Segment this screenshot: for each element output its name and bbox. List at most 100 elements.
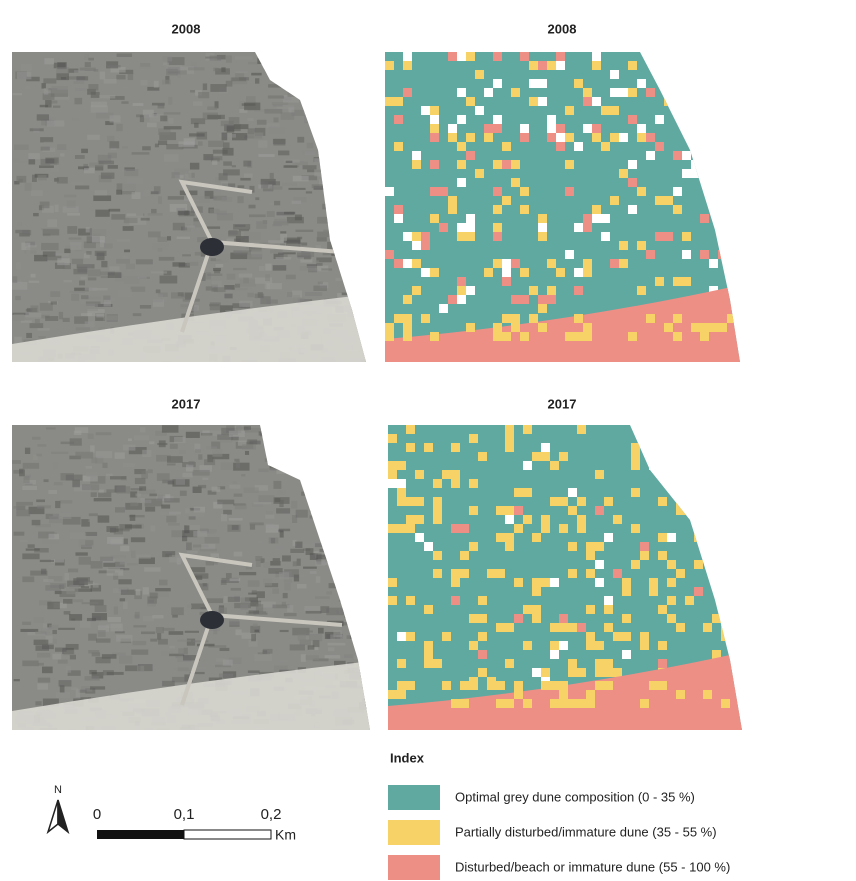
photo-texture [164,154,179,162]
map-cell [466,223,475,232]
photo-texture [315,543,328,547]
map-cell [550,699,559,708]
photo-texture [349,85,358,88]
photo-texture [328,180,340,184]
map-cell [550,461,559,470]
map-cell [622,587,631,596]
photo-texture [344,511,350,515]
photo-texture [310,65,317,68]
photo-texture [342,593,348,598]
photo-texture [206,447,217,450]
map-cell [451,443,460,452]
photo-texture [347,504,356,509]
map-cell [532,605,541,614]
photo-texture [40,560,54,562]
photo-texture [122,146,128,148]
photo-texture [263,579,272,586]
photo-texture [251,73,261,76]
photo-texture [361,630,372,636]
photo-texture [360,300,374,308]
photo-texture [110,476,126,479]
photo-texture [310,571,317,574]
map-cell [559,524,568,533]
photo-texture [229,518,243,520]
photo-texture [66,666,71,672]
map-cell [691,115,700,124]
map-cell [595,560,604,569]
map-cell [628,332,637,341]
photo-texture [66,588,78,595]
map-cell [388,479,397,488]
photo-texture [116,486,130,493]
map-cell [415,515,424,524]
photo-texture [326,591,332,594]
photo-texture [366,115,374,122]
photo-texture [157,473,170,481]
photo-texture [310,109,327,113]
photo-texture [364,87,377,92]
photo-texture [95,251,107,256]
photo-texture [294,575,299,582]
map-cell [394,115,403,124]
map-cell [415,533,424,542]
photo-texture [359,584,373,590]
map-cell [700,332,709,341]
map-cell [703,623,712,632]
map-cell [568,659,577,668]
photo-texture [85,676,100,680]
map-cell [412,259,421,268]
map-cell [559,614,568,623]
map-cell [505,623,514,632]
map-cell [478,596,487,605]
photo-texture [202,478,208,480]
photo-texture [237,196,243,203]
map-cell [511,314,520,323]
map-cell [640,632,649,641]
photo-texture [186,464,193,471]
photo-texture [331,226,340,232]
photo-texture [75,427,88,433]
photo-texture [284,165,298,168]
photo-texture [287,605,293,612]
map-cell [682,88,691,97]
photo-texture [312,490,327,497]
photo-texture [79,581,93,584]
map-cell [655,277,664,286]
photo-texture [95,657,110,663]
photo-texture [267,299,278,303]
photo-texture [121,590,135,595]
map-cell [595,506,604,515]
map-cell [466,323,475,332]
map-cell [514,614,523,623]
map-cell [577,699,586,708]
photo-texture [266,525,279,533]
photo-texture [140,427,146,432]
photo-texture [212,281,222,288]
photo-texture [108,165,118,169]
photo-texture [29,281,40,283]
photo-texture [356,553,369,558]
photo-texture [268,545,285,549]
photo-texture [171,607,184,615]
photo-texture [372,599,386,603]
photo-texture [309,515,321,518]
photo-texture [330,60,344,66]
map-cell [493,160,502,169]
photo-texture [242,303,249,307]
map-cell [541,452,550,461]
map-cell [604,668,613,677]
map-cell [430,160,439,169]
photo-texture [351,192,355,196]
photo-texture [324,502,329,510]
map-cell [586,605,595,614]
photo-texture [37,444,46,447]
photo-texture [364,265,371,271]
photo-texture [364,316,370,324]
map-cell [397,497,406,506]
photo-texture [255,78,259,83]
map-cell [385,61,394,70]
map-cell [628,88,637,97]
photo-texture [193,470,210,476]
photo-texture [189,516,196,519]
photo-texture [53,462,58,469]
